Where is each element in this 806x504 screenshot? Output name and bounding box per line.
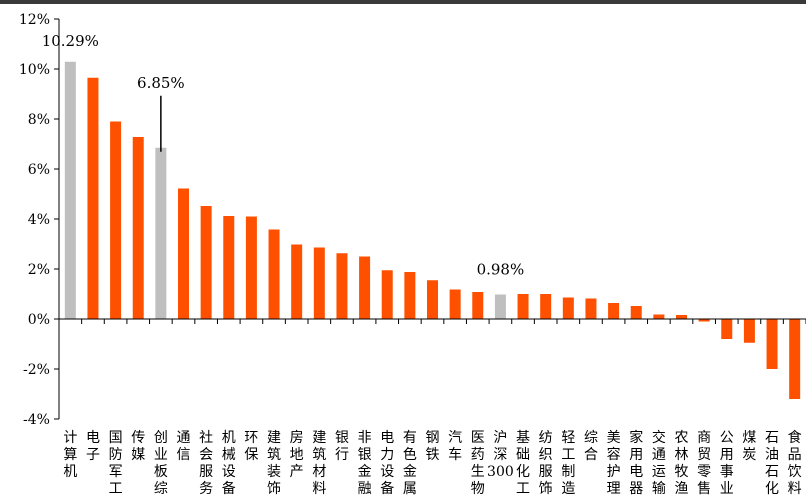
category-label-1: 计算机 xyxy=(63,430,77,480)
category-label-21: 基础化工 xyxy=(516,429,530,497)
bar-23 xyxy=(562,297,574,319)
category-label-29: 商贸零售 xyxy=(697,430,711,497)
bar-31 xyxy=(743,319,755,343)
bar-18 xyxy=(449,289,461,319)
bar-22 xyxy=(540,294,552,319)
category-label-13: 银行 xyxy=(335,430,349,463)
category-label-28: 农林牧渔 xyxy=(675,430,689,497)
bar-17 xyxy=(427,280,438,319)
y-tick-label: 12% xyxy=(19,12,50,28)
bar-30 xyxy=(721,319,733,339)
category-label-4: 传媒 xyxy=(131,430,145,463)
bar-5 xyxy=(155,147,167,319)
y-tick-label: 2% xyxy=(28,262,50,278)
category-label-23: 轻工制造 xyxy=(561,430,575,497)
y-tick-label: 0% xyxy=(28,312,50,328)
category-label-22: 纺织服饰 xyxy=(539,430,553,497)
bar-3 xyxy=(110,121,122,319)
category-label-26: 家用电器 xyxy=(629,429,643,497)
bar-25 xyxy=(608,303,620,319)
bar-11 xyxy=(291,244,303,319)
bar-10 xyxy=(268,229,280,319)
category-label-31: 煤炭 xyxy=(742,430,756,463)
bar-26 xyxy=(630,306,642,319)
bar-16 xyxy=(404,272,416,319)
category-label-5: 创业板综 xyxy=(154,430,168,497)
category-label-27: 交通运输 xyxy=(652,429,666,497)
category-label-18: 汽车 xyxy=(448,430,462,463)
bar-12 xyxy=(313,247,325,319)
category-label-16: 有色金属 xyxy=(403,430,417,497)
data-label-2: 6.85% xyxy=(137,74,185,92)
bar-4 xyxy=(132,137,144,319)
category-label-2: 电子 xyxy=(86,430,100,463)
y-tick-label: -2% xyxy=(23,362,50,378)
bar-28 xyxy=(676,315,687,319)
category-label-24: 综合 xyxy=(584,430,598,463)
data-label-3: 0.98% xyxy=(477,261,525,279)
bar-29 xyxy=(698,319,710,322)
y-tick-label: 6% xyxy=(28,162,50,178)
category-label-10: 建筑装饰 xyxy=(267,430,281,497)
bar-14 xyxy=(359,256,371,319)
category-label-17: 钢铁 xyxy=(426,430,440,463)
category-label-19: 医药生物 xyxy=(471,430,485,497)
bar-6 xyxy=(178,188,189,319)
bar-32 xyxy=(766,319,778,369)
y-tick-label: -4% xyxy=(23,412,50,428)
category-label-32: 石油石化 xyxy=(765,430,779,497)
y-tick-label: 8% xyxy=(28,112,50,128)
bar-15 xyxy=(381,270,393,319)
bar-24 xyxy=(585,298,597,319)
bar-2 xyxy=(87,77,99,319)
category-label-33: 食品饮料 xyxy=(788,429,802,497)
category-label-12: 建筑材料 xyxy=(312,430,326,497)
category-label-6: 通信 xyxy=(177,430,191,463)
y-tick-label: 4% xyxy=(28,212,50,228)
category-label-7: 社会服务 xyxy=(199,430,213,497)
bar-21 xyxy=(517,294,529,319)
top-border-line xyxy=(0,0,806,4)
category-label-9: 环保 xyxy=(244,430,258,463)
bar-8 xyxy=(223,216,235,319)
bar-1 xyxy=(64,61,76,319)
bar-13 xyxy=(336,253,348,319)
y-tick-label: 10% xyxy=(19,62,50,78)
category-label-25: 美容护理 xyxy=(607,430,621,497)
category-label-8: 机械设备 xyxy=(222,430,236,497)
category-label-14: 非银金融 xyxy=(358,430,372,497)
category-label-20: 沪深 300 xyxy=(487,430,514,480)
category-label-30: 公用事业 xyxy=(720,430,734,497)
category-label-3: 国防军工 xyxy=(109,430,123,497)
bar-7 xyxy=(200,206,212,319)
bar-19 xyxy=(472,292,484,319)
category-label-15: 电力设备 xyxy=(380,430,394,497)
data-label-1: 10.29% xyxy=(42,32,99,50)
category-label-11: 房地产 xyxy=(290,430,304,480)
bar-33 xyxy=(789,319,801,399)
bar-9 xyxy=(245,216,257,319)
bar-27 xyxy=(653,314,665,319)
bar-20 xyxy=(494,294,506,319)
